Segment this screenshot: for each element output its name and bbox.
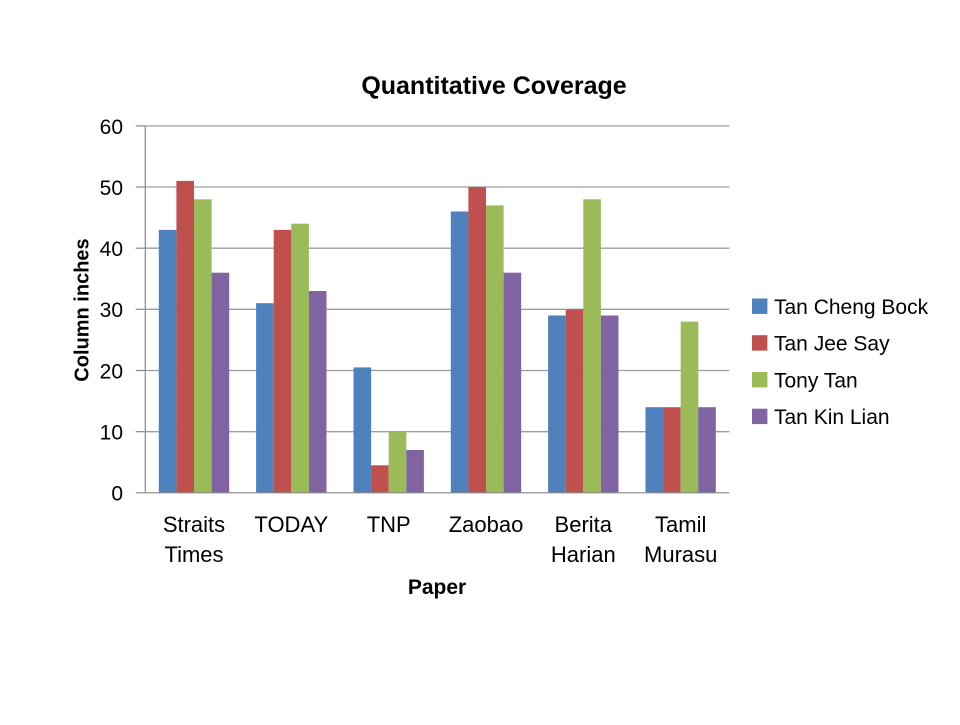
svg-text:Times: Times: [164, 542, 223, 567]
svg-text:TNP: TNP: [367, 512, 411, 537]
svg-text:60: 60: [100, 116, 123, 139]
svg-text:50: 50: [100, 177, 123, 200]
svg-text:30: 30: [100, 299, 123, 322]
svg-text:Tan Kin Lian: Tan Kin Lian: [774, 406, 890, 429]
svg-text:Straits: Straits: [163, 512, 225, 537]
svg-text:Column inches: Column inches: [72, 238, 94, 381]
svg-text:Berita: Berita: [555, 512, 613, 537]
svg-text:10: 10: [100, 422, 123, 445]
svg-text:Tony Tan: Tony Tan: [774, 370, 858, 393]
svg-text:Harian: Harian: [551, 542, 616, 567]
svg-text:Murasu: Murasu: [644, 542, 717, 567]
svg-text:40: 40: [100, 238, 123, 261]
svg-text:0: 0: [111, 483, 123, 506]
svg-text:Paper: Paper: [408, 576, 466, 599]
svg-text:Quantitative Coverage: Quantitative Coverage: [361, 72, 626, 100]
svg-text:Tamil: Tamil: [655, 512, 706, 537]
svg-text:20: 20: [100, 360, 123, 383]
svg-text:Tan Cheng Bock: Tan Cheng Bock: [774, 296, 929, 319]
svg-text:Zaobao: Zaobao: [449, 512, 524, 537]
svg-text:Tan Jee Say: Tan Jee Say: [774, 333, 890, 356]
svg-text:TODAY: TODAY: [254, 512, 328, 537]
